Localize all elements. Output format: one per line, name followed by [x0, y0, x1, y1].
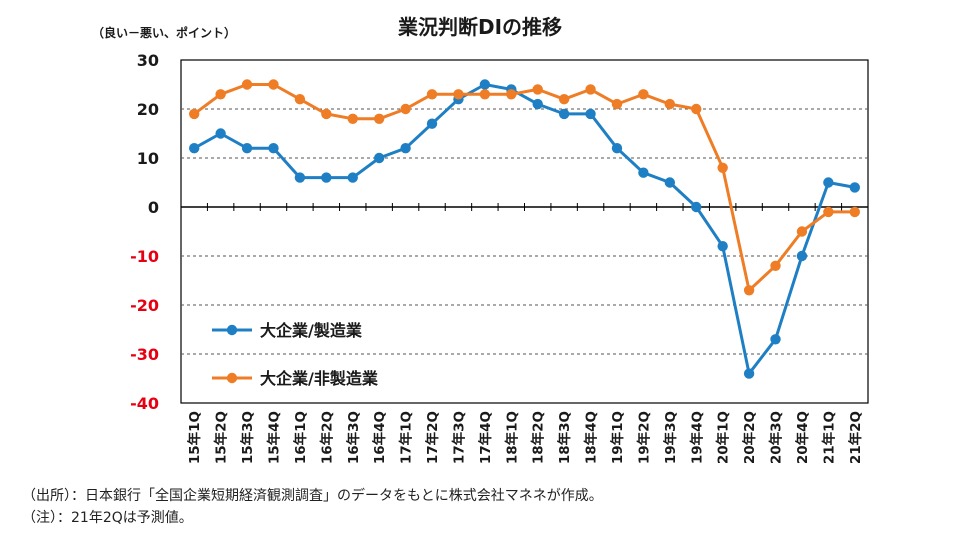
data-point	[611, 98, 623, 110]
data-point	[426, 118, 438, 129]
data-point	[347, 113, 358, 125]
data-point	[506, 89, 517, 100]
data-point	[796, 226, 808, 237]
y-axis-label: （良い－悪い、ポイント）	[92, 25, 236, 40]
x-tick-label: 18年3Q	[556, 411, 573, 464]
x-tick-label: 16年1Q	[292, 411, 309, 464]
data-point	[532, 98, 543, 110]
data-point	[189, 143, 200, 154]
data-point	[849, 206, 860, 218]
y-tick-label: 10	[137, 149, 159, 168]
data-point	[373, 152, 385, 164]
data-point	[823, 177, 834, 188]
y-tick-label: -10	[130, 247, 159, 266]
data-point	[849, 182, 860, 193]
data-point	[347, 172, 358, 183]
data-point	[532, 84, 543, 95]
data-point	[321, 108, 332, 120]
data-point	[241, 79, 253, 90]
x-tick-label: 21年2Q	[847, 411, 864, 464]
source-note: （出所）：日本銀行「全国企業短期経済観測調査」のデータをもとに株式会社マネネが作…	[22, 488, 603, 504]
x-tick-label: 17年2Q	[424, 411, 441, 464]
x-tick-label: 19年4Q	[688, 411, 705, 464]
chart: 業況判断DIの推移 （良い－悪い、ポイント） 30 20 10 0 -10 -20 -30 -…	[92, 15, 869, 464]
data-point	[585, 108, 596, 120]
data-point	[770, 260, 781, 271]
data-point	[770, 334, 781, 345]
data-point	[558, 108, 570, 120]
x-tick-label: 20年4Q	[794, 411, 811, 464]
x-tick-label: 20年3Q	[768, 411, 785, 464]
x-tick-label: 15年2Q	[213, 411, 230, 464]
x-tick-label: 15年3Q	[239, 411, 256, 464]
data-point	[189, 108, 200, 120]
data-point	[321, 172, 332, 183]
data-point	[453, 89, 464, 100]
footnotes: （出所）：日本銀行「全国企業短期経済観測調査」のデータをもとに株式会社マネネが作…	[22, 485, 603, 529]
x-tick-label: 17年1Q	[398, 411, 415, 464]
data-point	[479, 79, 491, 90]
x-tick-label: 18年1Q	[503, 411, 520, 464]
data-point	[294, 172, 306, 183]
data-point	[823, 206, 834, 218]
data-point	[638, 167, 649, 178]
data-point	[294, 94, 306, 105]
x-tick-label: 21年1Q	[820, 411, 837, 464]
data-point	[664, 98, 676, 110]
data-point	[479, 89, 491, 100]
x-tick-label: 20年2Q	[741, 411, 758, 464]
data-point	[215, 128, 226, 139]
data-point	[743, 368, 755, 379]
data-point	[717, 162, 728, 173]
data-point	[241, 143, 253, 154]
data-point	[268, 79, 279, 90]
data-point	[268, 143, 279, 154]
data-point	[611, 143, 623, 154]
data-point	[691, 103, 702, 115]
plot-frame	[180, 59, 869, 404]
data-point	[215, 89, 226, 100]
x-tick-label: 16年3Q	[345, 411, 362, 464]
y-tick-label: 30	[137, 51, 159, 70]
x-tick-label: 19年1Q	[609, 411, 626, 464]
data-point	[717, 241, 728, 252]
x-tick-label: 15年4Q	[265, 411, 282, 464]
y-tick-label: -20	[130, 296, 159, 315]
data-point	[400, 143, 411, 154]
data-point	[426, 89, 438, 100]
x-tick-label: 16年2Q	[318, 411, 335, 464]
data-point	[743, 285, 755, 296]
legend-label: 大企業/非製造業	[260, 369, 379, 388]
x-tick-label: 18年4Q	[583, 411, 600, 464]
x-tick-label: 20年1Q	[715, 411, 732, 464]
data-point	[664, 177, 676, 188]
y-tick-label: -40	[130, 394, 159, 413]
y-tick-label: -30	[130, 345, 159, 364]
data-point	[373, 113, 385, 125]
x-tick-label: 19年2Q	[635, 411, 652, 464]
x-tick-label: 19年3Q	[662, 411, 679, 464]
data-point	[585, 84, 596, 95]
x-tick-label: 17年3Q	[450, 411, 467, 464]
data-point	[691, 201, 702, 213]
forecast-note: （注）：21年2Qは予測値。	[22, 510, 193, 526]
chart-title: 業況判断DIの推移	[398, 15, 562, 39]
y-tick-label: 20	[137, 100, 159, 119]
y-tick-label: 0	[148, 198, 159, 217]
x-tick-label: 17年4Q	[477, 411, 494, 464]
plot-area: 30 20 10 0 -10 -20 -30 -40 15年1Q 15年2Q 15年3Q 15年4Q 1…	[130, 51, 869, 464]
x-tick-label: 15年1Q	[186, 411, 203, 464]
data-point	[400, 103, 411, 115]
legend-swatch-marker	[226, 372, 238, 384]
legend-swatch-marker	[226, 324, 238, 336]
data-point	[796, 250, 808, 262]
x-tick-label: 16年4Q	[371, 411, 388, 464]
legend-label: 大企業/製造業	[260, 321, 363, 340]
data-point	[558, 94, 570, 105]
x-tick-label: 18年2Q	[530, 411, 547, 464]
data-point	[638, 89, 649, 100]
